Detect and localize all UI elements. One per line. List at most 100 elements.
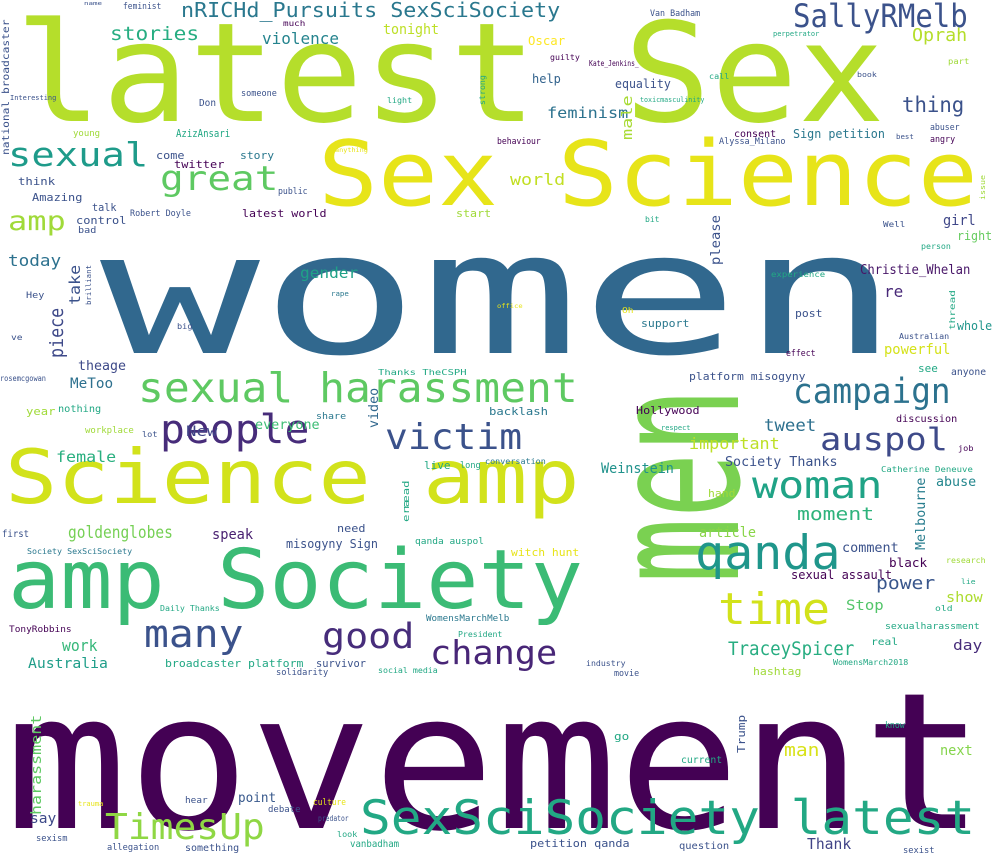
word-daily-thanks: Daily Thanks <box>160 604 220 613</box>
word-kate-jenkins: Kate_Jenkins_ <box>589 59 639 68</box>
word-name: name <box>84 1 103 7</box>
word-abuser: abuser <box>930 123 960 133</box>
word-world: world <box>510 170 566 189</box>
word-christie-whelan: Christie_Whelan <box>860 263 971 278</box>
word-qanda-auspol: qanda auspol <box>415 537 485 547</box>
word-robert-doyle: Robert Doyle <box>130 209 191 219</box>
word-see: see <box>918 362 938 375</box>
word-amp-society: amp Society <box>8 533 584 628</box>
word-part: part <box>948 57 970 66</box>
word-black: black <box>889 556 928 570</box>
word-thread: thread <box>948 290 957 330</box>
word-amp: amp <box>8 206 66 237</box>
word-thank: Thank <box>807 835 852 853</box>
word-social-media: social media <box>378 666 438 675</box>
word-strong: strong <box>478 75 487 105</box>
word-right: right <box>957 229 993 243</box>
word-woman: woman <box>752 464 883 507</box>
word-australian: Australian <box>899 332 950 341</box>
word-van-badham: Van Badham <box>650 9 701 19</box>
word-tweet: tweet <box>764 416 817 436</box>
word-thing: thing <box>902 93 965 117</box>
word-traceyspicer: TraceySpicer <box>728 638 855 660</box>
word-rape: rape <box>331 290 349 298</box>
word-survivor: survivor <box>316 657 366 670</box>
word-sexualharassment: sexualharassment <box>885 622 980 632</box>
word-anything: anything <box>335 147 368 154</box>
word-equality: equality <box>615 77 671 91</box>
word-many: many <box>144 612 244 656</box>
word-female: female <box>56 448 117 466</box>
word-amazing: Amazing <box>32 191 83 204</box>
word-nrichd-pursuits-sexscisociety: nRICHd_Pursuits SexSciSociety <box>181 0 561 22</box>
word-thanks-thecsph: Thanks TheCSPH <box>378 368 467 377</box>
word-science-amp: Science amp <box>5 433 580 521</box>
word-question: question <box>679 841 730 852</box>
word-sexist: sexist <box>903 846 935 856</box>
word-real: real <box>871 637 899 648</box>
word-feminist: feminist <box>123 2 162 12</box>
word-year: year <box>26 405 56 418</box>
word-great: great <box>160 159 279 199</box>
word-think: think <box>18 175 56 188</box>
word-qanda: qanda <box>695 526 841 581</box>
word-feminism: feminism <box>547 104 629 122</box>
word-latest-sex: latest Sex <box>15 0 885 154</box>
word-sexual-assault: sexual assault <box>791 568 893 582</box>
word-point: point <box>238 791 277 806</box>
word-hollywood: Hollywood <box>636 404 700 417</box>
word-industry: industry <box>586 659 626 668</box>
word-young: young <box>73 129 101 139</box>
word-hashtag: hashtag <box>753 665 802 678</box>
word-angry: angry <box>930 135 956 145</box>
word-society-sexscisociety: Society SexSciSociety <box>27 547 133 556</box>
word-sex-science: Sex Science <box>318 122 978 227</box>
word-new: New <box>186 424 218 440</box>
word-perpetrator: perpetrator <box>773 30 820 38</box>
word-melbourne: Melbourne <box>914 477 929 550</box>
word-everyone: everyone <box>255 418 320 433</box>
word-piece: piece <box>46 307 68 358</box>
word-something: something <box>185 843 240 854</box>
word-speak: speak <box>212 527 254 543</box>
word-harassment: harassment <box>29 714 45 815</box>
word-respect: respect <box>661 424 691 432</box>
word-gender: gender <box>300 264 359 282</box>
word-important: important <box>689 434 780 453</box>
word-tonight: tonight <box>383 22 440 38</box>
word-big: big <box>177 322 193 331</box>
word-weinstein: Weinstein <box>601 461 674 477</box>
word-lot: lot <box>142 430 158 439</box>
word-don: Don <box>199 98 217 109</box>
word-broadcaster-platform: broadcaster platform <box>165 657 304 670</box>
word-office: office <box>497 303 523 310</box>
word-witch-hunt: witch hunt <box>511 546 580 559</box>
word-campaign: campaign <box>793 372 951 412</box>
word-time: time <box>718 584 831 635</box>
word-know: know <box>885 721 905 731</box>
word-sexism: sexism <box>36 834 68 844</box>
word-victim: victim <box>385 417 523 458</box>
word-first: first <box>2 529 30 540</box>
word-talk: talk <box>92 201 117 214</box>
word-national-broadcaster: national broadcaster <box>1 19 12 155</box>
word-today: today <box>8 251 62 270</box>
word-womensmarchmelb: WomensMarchMelb <box>426 614 510 624</box>
word-guilty: guilty <box>550 53 580 62</box>
word-story: story <box>240 149 275 162</box>
word-come: come <box>156 149 185 162</box>
word-timesup: TimesUp <box>105 807 265 848</box>
word-man: man <box>784 740 820 761</box>
word-catherine-deneuve: Catherine Deneuve <box>881 465 973 474</box>
word-allegation: allegation <box>107 843 160 853</box>
word-twitter: twitter <box>174 158 225 171</box>
word-abuse: abuse <box>936 475 977 490</box>
word-society-thanks: Society Thanks <box>725 455 838 470</box>
word-support: support <box>641 317 690 330</box>
word-long: long <box>460 461 481 471</box>
word-good: good <box>322 617 415 657</box>
word-oscar: Oscar <box>528 34 566 48</box>
word-hear: hear <box>185 796 208 806</box>
word-well: Well <box>883 220 906 229</box>
